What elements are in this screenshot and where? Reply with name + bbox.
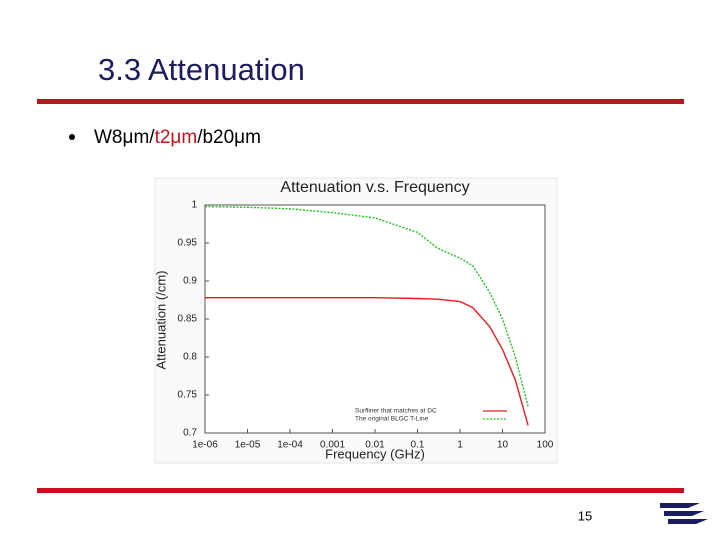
y-tick-label: 0.85	[178, 314, 198, 325]
logo	[660, 503, 708, 524]
plot: 1e-06 1e-05 1e-04 0.001 0.01 0.1 1 10 100 1 0.95 0.…	[178, 200, 554, 451]
rule	[37, 488, 684, 493]
y-axis-label: Attenuation (/cm)	[153, 271, 168, 370]
plot-area	[204, 204, 546, 434]
rule	[37, 99, 684, 104]
x-axis-label: Frequency (GHz)	[325, 446, 425, 461]
series-line	[204, 205, 529, 407]
series-line	[205, 297, 529, 426]
x-tick-label: 0.1	[411, 440, 425, 451]
bullet-part: /b20μm	[197, 127, 261, 148]
chart-title: Attenuation v.s. Frequency	[280, 179, 469, 196]
x-tick-label: 0.01	[365, 440, 385, 451]
bullet-part: t2μm	[155, 127, 198, 148]
x-tick-label: 0.001	[320, 440, 345, 451]
slide-title: 3.3 Attenuation	[98, 52, 305, 87]
y-tick-label: 0.95	[178, 238, 198, 249]
y-tick-label: 0.75	[178, 390, 198, 401]
bullet: W8μm/t2μm/b20μm	[94, 127, 261, 148]
y-tick-label: 0.7	[183, 428, 197, 439]
bullet-part: W8μm/	[94, 127, 155, 148]
legend-label: Surfliner that matches at DC	[355, 408, 437, 415]
x-tick-label: 1e-05	[235, 440, 261, 451]
x-tick-label: 1	[457, 440, 463, 451]
x-tick-label: 1e-04	[277, 440, 303, 451]
bullet-dot	[69, 134, 75, 140]
legend-label: The original BLGC T-Line	[355, 416, 429, 423]
y-tick-label: 0.8	[183, 352, 197, 363]
x-tick-label: 100	[537, 440, 554, 451]
x-tick-label: 1e-06	[192, 440, 218, 451]
page-number: 15	[578, 508, 592, 523]
y-tick-label: 1	[191, 200, 197, 211]
x-tick-label: 10	[497, 440, 509, 451]
y-tick-label: 0.9	[183, 276, 197, 287]
